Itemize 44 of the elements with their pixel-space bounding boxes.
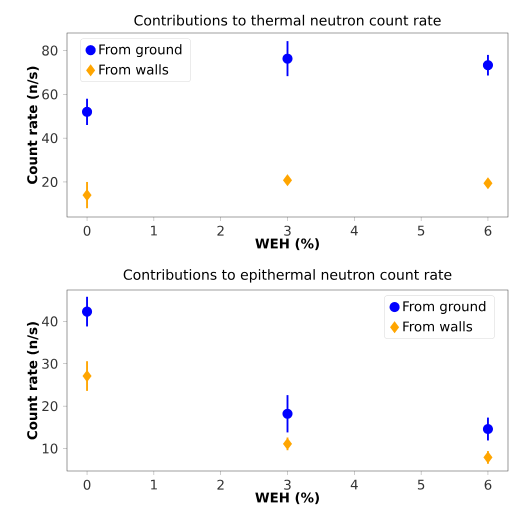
point	[283, 438, 292, 450]
point	[483, 452, 492, 464]
point	[82, 106, 92, 117]
chart-title: Contributions to thermal neutron count rate	[134, 14, 441, 26]
point	[483, 177, 492, 190]
point	[82, 370, 92, 382]
y-axis-title: Count rate (n/s)	[26, 66, 39, 184]
x-tick-label: 1	[151, 480, 157, 490]
legend-label: From walls	[99, 64, 168, 75]
chart-title: Contributions to epithermal neutron count rate	[124, 269, 452, 283]
legend-label: From ground	[99, 44, 182, 58]
x-tick-label: 4	[350, 226, 358, 236]
x-tick-label: 6	[484, 480, 492, 490]
x-tick-label: 6	[484, 226, 492, 236]
x-tick-label: 0	[84, 480, 90, 490]
x-tick-label: 0	[84, 226, 90, 236]
point	[283, 174, 292, 186]
y-axis-title: Count rate (n/s)	[26, 322, 39, 440]
x-axis-title: WEH (%)	[255, 238, 319, 250]
point	[82, 189, 92, 201]
legend-label: From walls	[403, 321, 472, 332]
point	[482, 424, 494, 434]
y-tick-label: 60	[42, 89, 58, 100]
x-tick-label: 5	[418, 226, 424, 236]
x-tick-label: 4	[350, 480, 358, 490]
point	[282, 408, 293, 419]
x-tick-label: 2	[217, 480, 224, 490]
x-tick-label: 2	[217, 226, 224, 236]
legend-label: From ground	[403, 301, 486, 314]
x-axis-title: WEH (%)	[255, 492, 319, 504]
x-tick-label: 3	[284, 480, 291, 490]
point	[482, 60, 494, 70]
y-tick-label: 40	[42, 133, 58, 144]
x-tick-label: 1	[151, 226, 157, 236]
y-tick-label: 20	[42, 401, 58, 412]
y-tick-label: 40	[42, 316, 58, 326]
x-tick-label: 3	[284, 226, 291, 236]
y-tick-label: 80	[42, 45, 58, 56]
y-tick-label: 10	[42, 443, 58, 454]
y-tick-label: 20	[42, 176, 58, 187]
y-tick-label: 30	[42, 358, 58, 369]
x-tick-label: 5	[418, 480, 424, 490]
point	[282, 54, 293, 64]
point	[82, 306, 92, 317]
